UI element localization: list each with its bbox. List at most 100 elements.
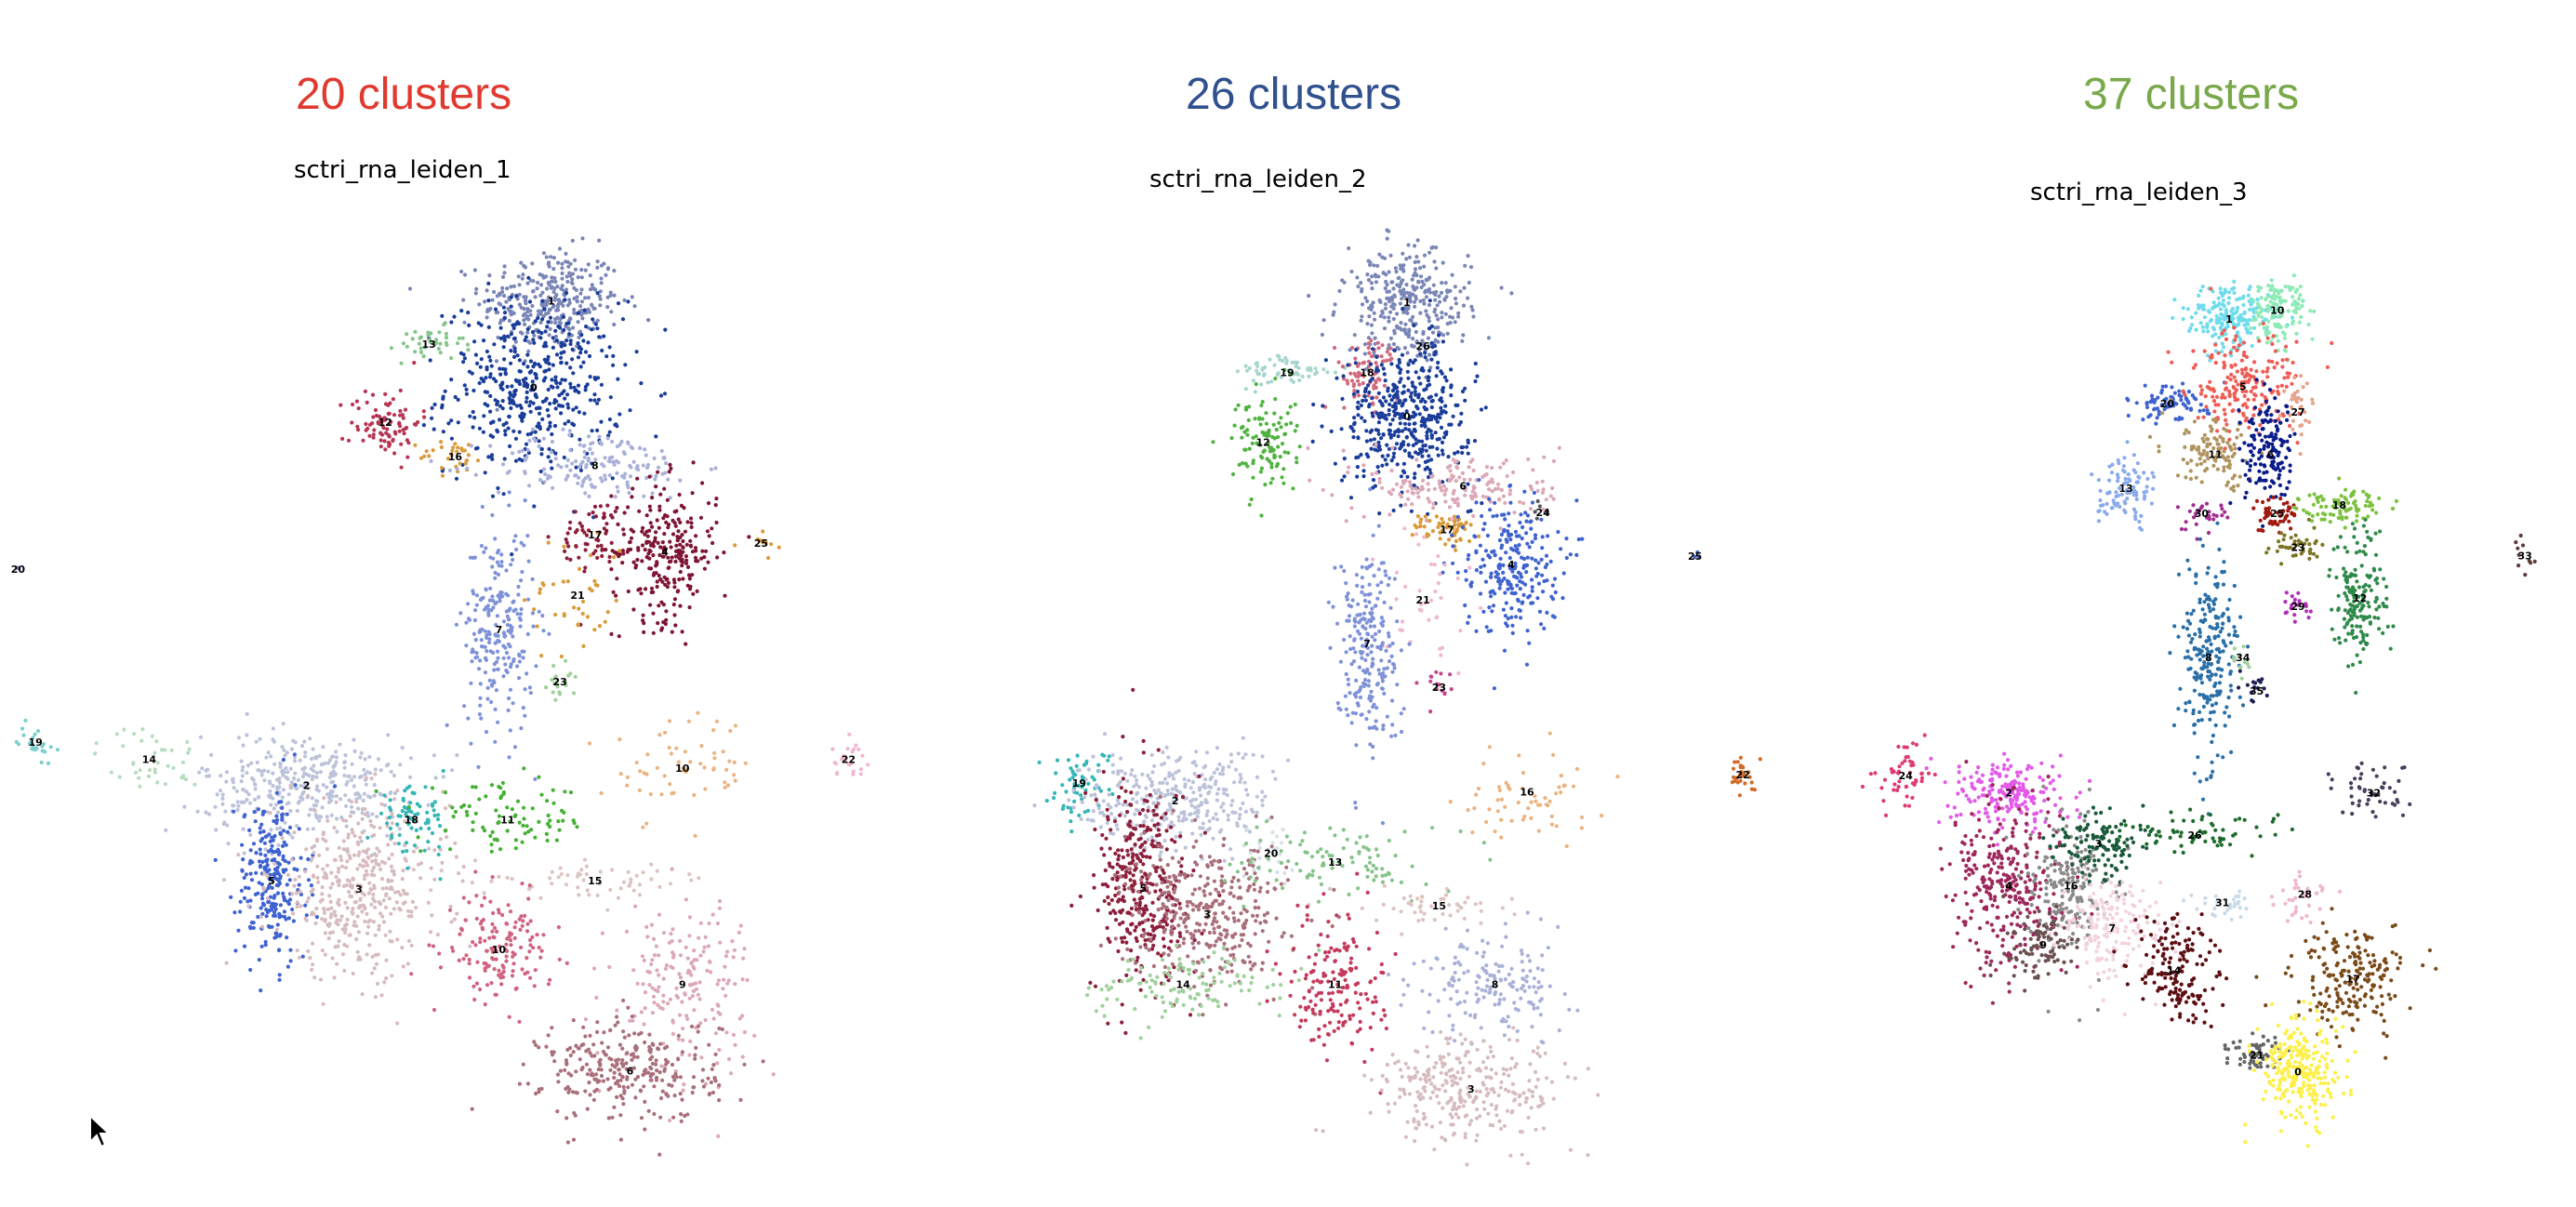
cell-point — [1409, 509, 1414, 513]
cell-point — [457, 871, 461, 876]
cell-point — [526, 275, 531, 280]
cell-point — [543, 376, 548, 380]
cell-point — [346, 438, 352, 443]
cell-point — [372, 825, 377, 829]
cell-point — [681, 1038, 685, 1042]
cell-point — [1366, 341, 1371, 346]
cluster-label: 11 — [500, 815, 514, 827]
cell-point — [325, 863, 330, 868]
cell-point — [1379, 363, 1384, 367]
cell-point — [1259, 382, 1264, 387]
cell-point — [389, 346, 393, 351]
cell-point — [418, 350, 424, 355]
cell-point — [1526, 457, 1531, 461]
cell-point — [295, 786, 299, 791]
cell-point — [576, 622, 581, 627]
cell-point — [501, 345, 506, 350]
cell-point — [464, 643, 469, 648]
cell-point — [636, 467, 641, 472]
cell-point — [537, 444, 541, 449]
cell-point — [1397, 360, 1402, 365]
cell-point — [458, 926, 464, 931]
cell-point — [594, 995, 599, 1000]
cell-point — [1392, 348, 1397, 352]
cell-point — [459, 269, 464, 274]
cell-point — [374, 413, 378, 418]
cell-point — [1380, 485, 1385, 490]
cell-point — [1395, 395, 1401, 400]
cell-point — [339, 797, 343, 802]
cell-point — [662, 455, 667, 459]
cell-point — [565, 531, 570, 536]
cell-point — [728, 728, 733, 734]
cell-point — [605, 610, 610, 615]
cell-point — [488, 833, 493, 839]
cell-point — [410, 899, 415, 905]
cell-point — [473, 858, 478, 863]
cell-point — [575, 299, 579, 304]
cell-point — [513, 534, 518, 538]
cell-point — [464, 458, 469, 463]
cell-point — [528, 691, 534, 696]
cell-point — [313, 756, 318, 761]
cell-point — [239, 888, 244, 894]
cell-point — [584, 864, 590, 869]
cell-point — [546, 427, 551, 431]
cell-point — [437, 330, 442, 335]
cell-point — [589, 553, 593, 558]
cell-point — [1307, 294, 1311, 298]
cell-point — [567, 298, 572, 302]
cell-point — [1384, 399, 1388, 404]
cell-point — [146, 774, 152, 778]
cell-point — [1535, 488, 1540, 494]
cell-point — [296, 801, 301, 805]
cell-point — [592, 1089, 597, 1094]
cell-point — [1439, 290, 1444, 295]
cell-point — [1373, 317, 1377, 322]
cell-point — [1439, 369, 1443, 374]
cell-point — [1377, 476, 1382, 482]
cell-point — [657, 912, 662, 917]
cell-point — [1395, 345, 1400, 350]
cell-point — [306, 856, 311, 862]
cell-point — [1455, 450, 1460, 455]
cell-point — [358, 835, 363, 840]
cell-point — [490, 594, 495, 599]
cell-point — [555, 305, 560, 310]
cell-point — [607, 473, 612, 478]
cell-point — [443, 321, 447, 325]
cell-point — [330, 882, 335, 886]
cell-point — [1398, 446, 1402, 451]
cell-point — [626, 869, 631, 874]
cell-point — [1410, 380, 1414, 385]
cell-point — [371, 920, 376, 924]
cell-point — [575, 1091, 579, 1095]
cell-point — [526, 349, 531, 353]
cell-point — [256, 795, 261, 800]
cell-point — [316, 880, 321, 884]
cell-point — [1440, 488, 1444, 493]
cell-point — [268, 789, 272, 793]
cell-point — [568, 338, 573, 343]
cell-point — [681, 545, 685, 550]
cell-point — [532, 1040, 537, 1044]
cell-point — [523, 831, 527, 836]
cell-point — [599, 790, 604, 796]
cell-point — [485, 983, 490, 988]
cell-point — [1407, 451, 1412, 456]
cell-point — [552, 276, 557, 281]
cell-point — [312, 850, 316, 856]
cell-point — [568, 1053, 573, 1058]
cell-point — [1364, 452, 1369, 457]
cell-point — [270, 843, 274, 848]
cell-point — [432, 808, 436, 813]
cell-point — [546, 280, 551, 285]
cell-point — [640, 954, 645, 959]
cell-point — [446, 421, 451, 426]
cell-point — [266, 769, 271, 774]
cell-point — [252, 810, 257, 815]
cell-point — [579, 524, 585, 529]
cell-point — [379, 432, 385, 437]
cell-point — [679, 503, 684, 509]
cell-point — [588, 1033, 592, 1038]
